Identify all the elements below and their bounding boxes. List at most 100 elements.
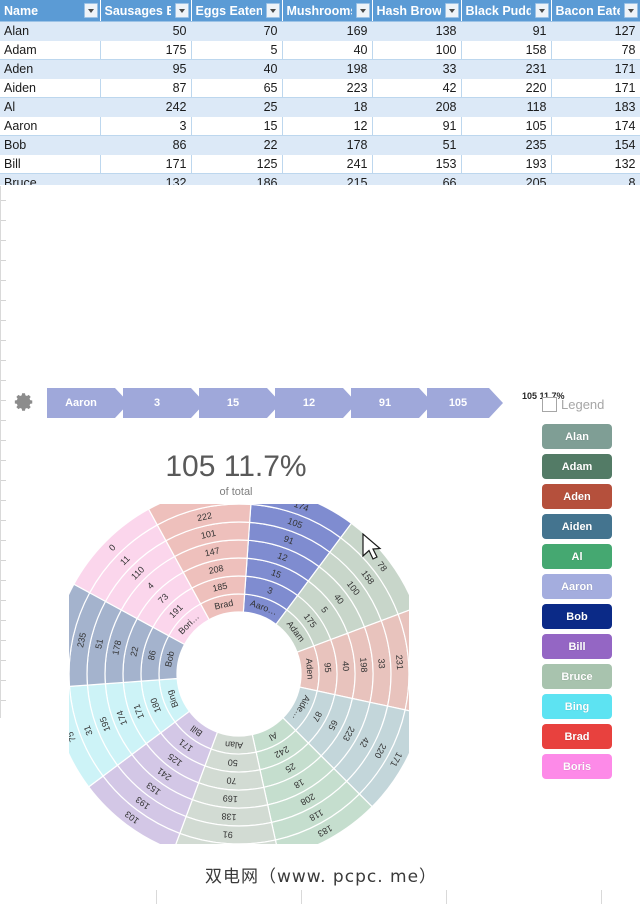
cell-value[interactable]: 66 bbox=[372, 173, 462, 186]
cell-name[interactable]: Bob bbox=[0, 135, 101, 155]
cell-value[interactable]: 154 bbox=[551, 135, 640, 155]
cell-value[interactable]: 15 bbox=[191, 116, 283, 136]
legend-item-bing[interactable]: Bing bbox=[542, 694, 612, 719]
breadcrumb-item-0[interactable]: Aaron bbox=[47, 388, 129, 418]
cell-value[interactable]: 138 bbox=[372, 21, 462, 41]
cell-value[interactable]: 241 bbox=[282, 154, 373, 174]
breadcrumb-item-3[interactable]: 12 bbox=[275, 388, 357, 418]
cell-value[interactable]: 8 bbox=[551, 173, 640, 186]
cell-value[interactable]: 100 bbox=[372, 40, 462, 60]
breadcrumb-item-4[interactable]: 91 bbox=[351, 388, 433, 418]
cell-value[interactable]: 91 bbox=[461, 21, 552, 41]
legend-list[interactable]: Alan Adam Aden Aiden Al Aaron Bob Bill Bruce Bing… bbox=[542, 424, 612, 784]
cell-name[interactable]: Aden bbox=[0, 59, 101, 79]
filter-dropdown-icon[interactable] bbox=[265, 3, 280, 18]
filter-dropdown-icon[interactable] bbox=[355, 3, 370, 18]
cell-value[interactable]: 171 bbox=[551, 78, 640, 98]
legend-item-aaron[interactable]: Aaron bbox=[542, 574, 612, 599]
cell-name[interactable]: Aaron bbox=[0, 116, 101, 136]
cell-value[interactable]: 223 bbox=[282, 78, 373, 98]
sunburst-chart[interactable]: Aaro…3151291105174Adam17554010015878Aden… bbox=[69, 504, 409, 844]
cell-value[interactable]: 125 bbox=[191, 154, 283, 174]
table-row[interactable]: Bob 86 22 178 51 235 154 bbox=[0, 135, 640, 155]
cell-name[interactable]: Bill bbox=[0, 154, 101, 174]
filter-dropdown-icon[interactable] bbox=[623, 3, 638, 18]
cell-value[interactable]: 3 bbox=[100, 116, 192, 136]
cell-name[interactable]: Adam bbox=[0, 40, 101, 60]
cell-value[interactable]: 171 bbox=[100, 154, 192, 174]
legend-item-alan[interactable]: Alan bbox=[542, 424, 612, 449]
cell-value[interactable]: 127 bbox=[551, 21, 640, 41]
cell-value[interactable]: 235 bbox=[461, 135, 552, 155]
column-header-bacon[interactable]: Bacon Eaten bbox=[551, 0, 640, 22]
cell-value[interactable]: 215 bbox=[282, 173, 373, 186]
cell-value[interactable]: 50 bbox=[100, 21, 192, 41]
cell-value[interactable]: 132 bbox=[100, 173, 192, 186]
cell-value[interactable]: 95 bbox=[100, 59, 192, 79]
column-header-name[interactable]: Name bbox=[0, 0, 101, 22]
cell-value[interactable]: 169 bbox=[282, 21, 373, 41]
cell-value[interactable]: 153 bbox=[372, 154, 462, 174]
cell-value[interactable]: 132 bbox=[551, 154, 640, 174]
cell-value[interactable]: 51 bbox=[372, 135, 462, 155]
table-row[interactable]: Aaron 3 15 12 91 105 174 bbox=[0, 116, 640, 136]
table-row[interactable]: Bill 171 125 241 153 193 132 bbox=[0, 154, 640, 174]
cell-value[interactable]: 86 bbox=[100, 135, 192, 155]
cell-value[interactable]: 174 bbox=[551, 116, 640, 136]
legend-toggle-checkbox[interactable] bbox=[542, 397, 557, 412]
filter-dropdown-icon[interactable] bbox=[534, 3, 549, 18]
cell-value[interactable]: 186 bbox=[191, 173, 283, 186]
cell-value[interactable]: 175 bbox=[100, 40, 192, 60]
table-row[interactable]: Aden 95 40 198 33 231 171 bbox=[0, 59, 640, 79]
cell-value[interactable]: 87 bbox=[100, 78, 192, 98]
column-header-sausages[interactable]: Sausages Eaten bbox=[100, 0, 192, 22]
cell-value[interactable]: 193 bbox=[461, 154, 552, 174]
breadcrumb-item-5[interactable]: 105 bbox=[427, 388, 503, 418]
table-row[interactable]: Aiden 87 65 223 42 220 171 bbox=[0, 78, 640, 98]
column-header-mushrooms[interactable]: Mushrooms bbox=[282, 0, 373, 22]
cell-value[interactable]: 105 bbox=[461, 116, 552, 136]
cell-value[interactable]: 40 bbox=[191, 59, 283, 79]
cell-value[interactable]: 65 bbox=[191, 78, 283, 98]
column-header-eggs[interactable]: Eggs Eaten bbox=[191, 0, 283, 22]
table-row[interactable]: Al 242 25 18 208 118 183 bbox=[0, 97, 640, 117]
breadcrumb-item-1[interactable]: 3 bbox=[123, 388, 205, 418]
sunburst-segment-brad-ring6[interactable] bbox=[147, 504, 252, 526]
legend-item-aiden[interactable]: Aiden bbox=[542, 514, 612, 539]
breadcrumb[interactable]: Aaron 3 15 12 91 105 bbox=[47, 388, 503, 418]
cell-value[interactable]: 118 bbox=[461, 97, 552, 117]
filter-dropdown-icon[interactable] bbox=[174, 3, 189, 18]
cell-value[interactable]: 12 bbox=[282, 116, 373, 136]
sunburst-visual[interactable]: Aaron 3 15 12 91 105 105 11.7% Legend 105 11.… bbox=[0, 186, 640, 904]
cell-value[interactable]: 25 bbox=[191, 97, 283, 117]
cell-value[interactable]: 78 bbox=[551, 40, 640, 60]
data-table[interactable]: Name Sausages Eaten Eggs Eaten Mushrooms… bbox=[0, 0, 640, 186]
cell-value[interactable]: 242 bbox=[100, 97, 192, 117]
cell-value[interactable]: 5 bbox=[191, 40, 283, 60]
cell-name[interactable]: Aiden bbox=[0, 78, 101, 98]
column-header-black-pudding[interactable]: Black Pudding bbox=[461, 0, 552, 22]
cell-value[interactable]: 42 bbox=[372, 78, 462, 98]
legend-item-aden[interactable]: Aden bbox=[542, 484, 612, 509]
table-row[interactable]: Bruce 132 186 215 66 205 8 bbox=[0, 173, 640, 186]
legend-item-bob[interactable]: Bob bbox=[542, 604, 612, 629]
legend-item-bruce[interactable]: Bruce bbox=[542, 664, 612, 689]
cell-name[interactable]: Bruce bbox=[0, 173, 101, 186]
cell-value[interactable]: 231 bbox=[461, 59, 552, 79]
breadcrumb-item-2[interactable]: 15 bbox=[199, 388, 281, 418]
cell-value[interactable]: 198 bbox=[282, 59, 373, 79]
filter-dropdown-icon[interactable] bbox=[444, 3, 459, 18]
cell-value[interactable]: 171 bbox=[551, 59, 640, 79]
legend-item-boris[interactable]: Boris bbox=[542, 754, 612, 779]
cell-value[interactable]: 33 bbox=[372, 59, 462, 79]
cell-name[interactable]: Alan bbox=[0, 21, 101, 41]
legend-item-brad[interactable]: Brad bbox=[542, 724, 612, 749]
cell-value[interactable]: 70 bbox=[191, 21, 283, 41]
settings-gear-icon[interactable] bbox=[13, 391, 35, 413]
cell-value[interactable]: 183 bbox=[551, 97, 640, 117]
cell-value[interactable]: 220 bbox=[461, 78, 552, 98]
legend-item-adam[interactable]: Adam bbox=[542, 454, 612, 479]
legend-item-bill[interactable]: Bill bbox=[542, 634, 612, 659]
table-row[interactable]: Adam 175 5 40 100 158 78 bbox=[0, 40, 640, 60]
legend-item-al[interactable]: Al bbox=[542, 544, 612, 569]
